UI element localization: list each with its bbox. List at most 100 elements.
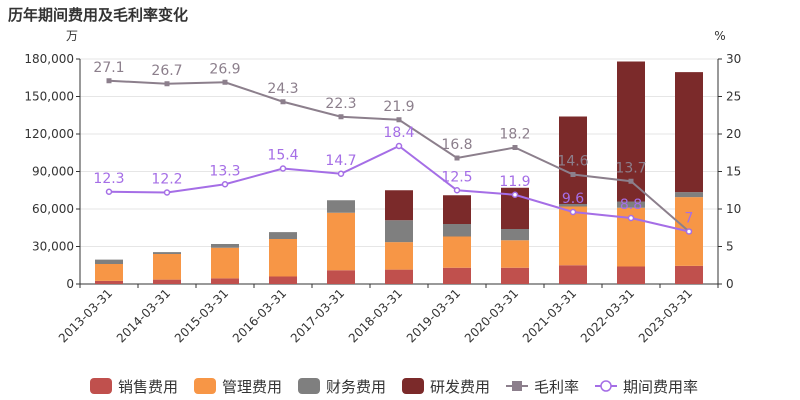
legend-item-财务费用[interactable]: 财务费用 xyxy=(298,378,386,396)
data-label-毛利率: 26.7 xyxy=(151,63,182,79)
grid-layer xyxy=(80,58,718,247)
x-tick-label: 2015-03-31 xyxy=(172,286,231,345)
bar-财务费用 xyxy=(211,244,239,248)
data-label-期间费用率: 15.4 xyxy=(267,148,298,164)
data-label-期间费用率: 8.8 xyxy=(620,197,642,213)
x-tick-label: 2022-03-31 xyxy=(578,286,637,345)
bar-财务费用 xyxy=(443,224,471,237)
bar-研发费用 xyxy=(559,116,587,204)
data-label-期间费用率: 12.5 xyxy=(441,169,472,185)
bar-销售费用 xyxy=(327,270,355,284)
point-期间费用率 xyxy=(453,187,461,194)
x-tick-label: 2014-03-31 xyxy=(114,286,173,345)
point-毛利率 xyxy=(454,155,460,161)
point-期间费用率 xyxy=(163,189,171,196)
data-label-毛利率: 16.8 xyxy=(441,137,472,153)
y-right-tick-label: 0 xyxy=(726,277,734,291)
chart-title: 历年期间费用及毛利率变化 xyxy=(8,6,189,24)
legend-item-销售费用[interactable]: 销售费用 xyxy=(90,378,178,396)
legend-label: 财务费用 xyxy=(326,378,386,396)
point-期间费用率 xyxy=(627,214,635,222)
legend-label: 研发费用 xyxy=(430,378,490,396)
data-label-毛利率: 18.2 xyxy=(499,127,530,143)
y-left-tick-label: 180,000 xyxy=(24,52,74,66)
bar-管理费用 xyxy=(211,247,239,279)
data-label-毛利率: 13.7 xyxy=(615,160,646,176)
bar-销售费用 xyxy=(501,267,529,284)
legend-label: 管理费用 xyxy=(222,378,282,396)
legend-label: 期间费用率 xyxy=(623,378,698,396)
point-毛利率 xyxy=(280,99,286,105)
data-label-期间费用率: 7 xyxy=(685,211,694,227)
legend-item-研发费用[interactable]: 研发费用 xyxy=(402,378,490,396)
bar-财务费用 xyxy=(153,252,181,254)
y-left-tick-label: 60,000 xyxy=(32,202,74,216)
x-tick-label: 2019-03-31 xyxy=(404,286,463,345)
legend-item-管理费用[interactable]: 管理费用 xyxy=(194,378,282,396)
legend-item-毛利率[interactable]: 毛利率 xyxy=(506,378,579,396)
point-期间费用率 xyxy=(395,142,403,150)
y-left-tick-label: 0 xyxy=(66,277,74,291)
bar-管理费用 xyxy=(327,212,355,271)
point-毛利率 xyxy=(570,172,576,177)
y-left-tick-label: 120,000 xyxy=(24,127,74,141)
bar-销售费用 xyxy=(385,269,413,284)
bar-管理费用 xyxy=(269,239,297,277)
line-layer xyxy=(105,78,693,235)
legend-label: 毛利率 xyxy=(534,378,579,396)
point-期间费用率 xyxy=(105,188,113,195)
data-label-期间费用率: 14.7 xyxy=(325,153,356,169)
legend-swatch-marker xyxy=(512,381,522,391)
bar-财务费用 xyxy=(559,204,587,207)
point-毛利率 xyxy=(164,81,170,87)
data-label-期间费用率: 18.4 xyxy=(383,125,414,141)
y-right-unit: % xyxy=(714,29,725,43)
bar-管理费用 xyxy=(559,206,587,266)
y-left-tick-label: 30,000 xyxy=(32,240,74,254)
point-毛利率 xyxy=(512,145,518,150)
legend-item-期间费用率[interactable]: 期间费用率 xyxy=(595,378,698,396)
x-tick-label: 2021-03-31 xyxy=(520,286,579,345)
bar-layer xyxy=(95,61,703,284)
bar-销售费用 xyxy=(675,265,703,284)
bar-销售费用 xyxy=(269,276,297,284)
y-left-tick-label: 150,000 xyxy=(24,90,74,104)
bar-研发费用 xyxy=(443,195,471,224)
point-毛利率 xyxy=(222,79,228,85)
x-tick-label: 2013-03-31 xyxy=(56,286,115,345)
bar-销售费用 xyxy=(559,265,587,284)
y-right-tick-label: 10 xyxy=(726,202,741,216)
bar-管理费用 xyxy=(385,242,413,270)
data-label-毛利率: 26.9 xyxy=(209,61,240,77)
point-毛利率 xyxy=(396,117,402,123)
bar-管理费用 xyxy=(95,264,123,281)
bar-财务费用 xyxy=(385,220,413,243)
x-tick-label: 2016-03-31 xyxy=(230,286,289,345)
y-right-tick-label: 30 xyxy=(726,52,741,66)
bar-财务费用 xyxy=(327,200,355,213)
legend-label: 销售费用 xyxy=(118,378,178,396)
point-期间费用率 xyxy=(337,170,345,177)
bar-财务费用 xyxy=(501,229,529,241)
bar-销售费用 xyxy=(617,266,645,284)
bar-财务费用 xyxy=(617,201,645,208)
bar-财务费用 xyxy=(675,192,703,198)
bar-财务费用 xyxy=(95,259,123,264)
y-right-tick-label: 15 xyxy=(726,165,741,179)
legend-swatch xyxy=(402,378,424,394)
data-label-毛利率: 22.3 xyxy=(325,96,356,112)
y-left-tick-label: 90,000 xyxy=(32,165,74,179)
legend-swatch xyxy=(194,378,216,394)
point-期间费用率 xyxy=(569,208,577,216)
point-期间费用率 xyxy=(685,228,693,235)
data-label-毛利率: 24.3 xyxy=(267,81,298,97)
data-label-期间费用率: 13.3 xyxy=(209,163,240,179)
bar-研发费用 xyxy=(617,61,645,202)
point-毛利率 xyxy=(628,178,634,184)
point-毛利率 xyxy=(338,114,344,120)
point-期间费用率 xyxy=(279,165,287,172)
bar-管理费用 xyxy=(501,240,529,268)
legend-layer[interactable]: 销售费用 管理费用 财务费用 研发费用 毛利率 期间费用率 xyxy=(90,378,698,396)
bar-销售费用 xyxy=(211,278,239,284)
bar-管理费用 xyxy=(153,254,181,280)
